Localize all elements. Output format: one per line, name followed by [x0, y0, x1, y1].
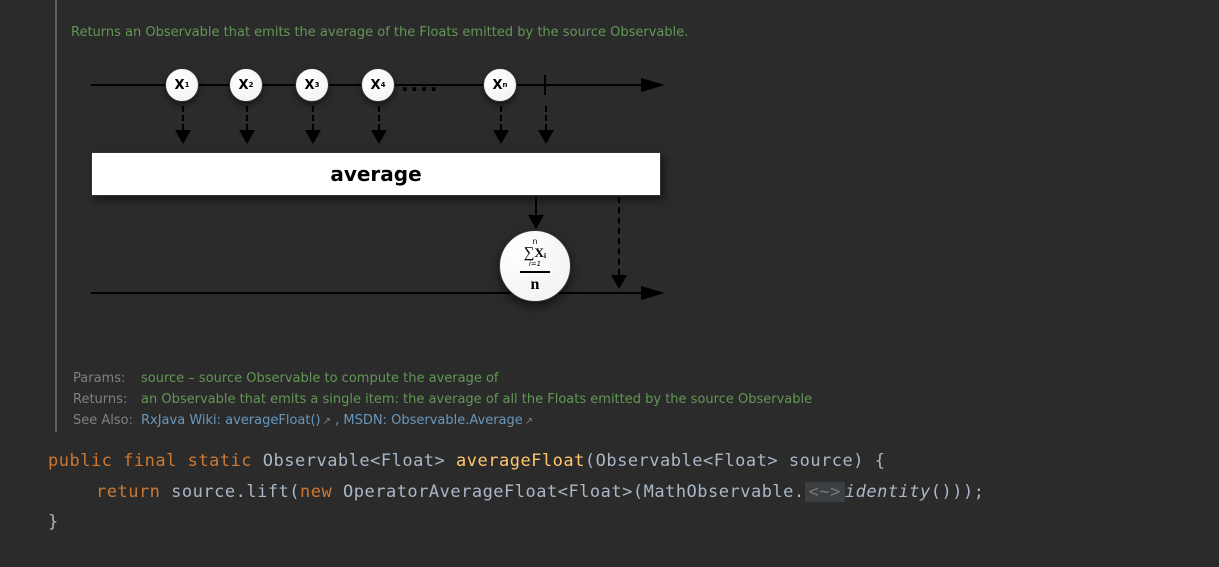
marble-x2: X2 — [229, 68, 263, 102]
javadoc-panel: Returns an Observable that emits the ave… — [55, 0, 1219, 432]
code-line-brace-close[interactable]: } — [48, 507, 1219, 538]
result-down-arrow — [528, 197, 544, 229]
param-name: source — [789, 451, 853, 471]
brace-open: { — [875, 451, 886, 471]
identity-call: identity — [845, 482, 931, 502]
down-arrow-complete — [538, 106, 554, 144]
seealso-link-wiki[interactable]: RxJava Wiki: averageFloat() — [141, 413, 321, 428]
down-arrow-4 — [371, 106, 387, 144]
result-timeline-arrow — [641, 286, 665, 300]
down-arrow-2 — [239, 106, 255, 144]
down-arrow-3 — [305, 106, 321, 144]
returns-label: Returns: — [73, 390, 139, 409]
params-value: source – source Observable to compute th… — [141, 369, 818, 388]
complete-dashed-arrow — [611, 197, 627, 289]
param-type: Observable<Float> — [596, 451, 779, 471]
code-line-signature[interactable]: public final static Observable<Float> av… — [48, 446, 1219, 477]
keyword-static: static — [188, 451, 252, 471]
source-complete-bar — [544, 75, 546, 95]
marble-x3: X3 — [295, 68, 329, 102]
code-line-return[interactable]: return source.lift(new OperatorAverageFl… — [48, 477, 1219, 508]
params-label: Params: — [73, 369, 139, 388]
result-marble: n ∑Xᵢ i=1 n — [499, 230, 571, 302]
keyword-new: new — [300, 482, 332, 502]
marble-xn: Xn — [483, 68, 517, 102]
keyword-return: return — [96, 482, 160, 502]
external-link-icon: ↗ — [323, 416, 331, 427]
method-name: averageFloat — [456, 451, 585, 471]
javadoc-description: Returns an Observable that emits the ave… — [71, 25, 1219, 40]
seealso-label: See Also: — [73, 411, 139, 430]
marble-x1: X1 — [165, 68, 199, 102]
marble-dots: .... — [401, 72, 439, 96]
marble-x4: X4 — [361, 68, 395, 102]
keyword-final: final — [123, 451, 177, 471]
source-timeline-arrow — [641, 78, 665, 92]
inlay-hint-icon[interactable]: <~> — [805, 482, 845, 502]
keyword-public: public — [48, 451, 112, 471]
code-editor[interactable]: public final static Observable<Float> av… — [48, 446, 1219, 538]
brace-close: } — [48, 512, 59, 532]
result-timeline — [91, 292, 646, 294]
seealso-link-msdn[interactable]: MSDN: Observable.Average — [343, 413, 522, 428]
operator-box: average — [91, 152, 661, 196]
down-arrow-n — [493, 106, 509, 144]
marble-diagram: X1 X2 X3 X4 .... Xn average n ∑Xᵢ i=1 n — [71, 52, 656, 352]
returns-value: an Observable that emits a single item: … — [141, 390, 818, 409]
javadoc-tags: Params: source – source Observable to co… — [71, 367, 820, 432]
external-link-icon: ↗ — [525, 416, 533, 427]
seealso-sep: , — [331, 413, 343, 428]
return-type: Observable<Float> — [263, 451, 446, 471]
down-arrow-1 — [175, 106, 191, 144]
